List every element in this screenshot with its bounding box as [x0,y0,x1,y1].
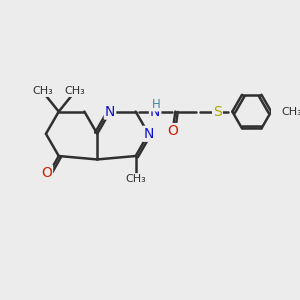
Text: N: N [105,105,115,118]
Text: N: N [143,127,154,141]
Text: H: H [152,98,161,110]
Text: O: O [41,166,52,180]
Text: CH₃: CH₃ [282,106,300,117]
Text: O: O [167,124,178,138]
Text: CH₃: CH₃ [64,86,85,96]
Text: CH₃: CH₃ [33,86,53,96]
Text: N: N [150,105,160,118]
Text: S: S [213,105,222,118]
Text: CH₃: CH₃ [125,174,146,184]
